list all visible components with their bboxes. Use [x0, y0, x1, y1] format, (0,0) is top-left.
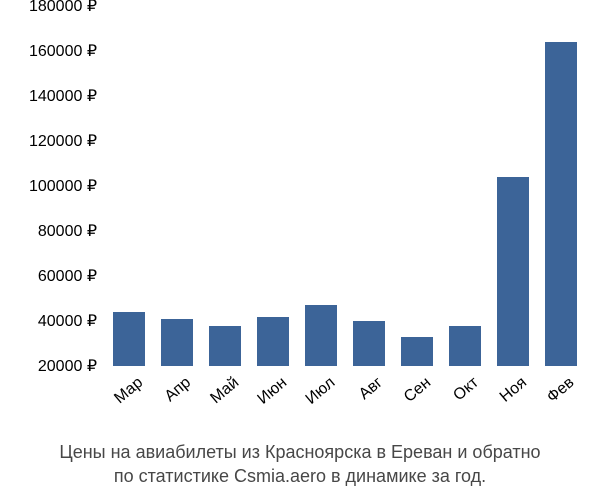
bar [305, 305, 338, 366]
y-tick-label: 80000 ₽ [38, 221, 97, 241]
chart-caption: Цены на авиабилеты из Красноярска в Ерев… [0, 440, 600, 489]
bar [401, 337, 434, 366]
bar [449, 326, 482, 367]
x-tick-label: Мар [111, 374, 147, 408]
x-axis: Мар Апр Май Июн Июл Авг Сен Окт Ноя Фев [105, 374, 585, 444]
x-tick-label: Авг [356, 374, 387, 404]
x-tick-label: Окт [450, 374, 482, 405]
y-axis: 20000 ₽40000 ₽60000 ₽80000 ₽100000 ₽1200… [0, 6, 97, 366]
y-tick-label: 20000 ₽ [38, 356, 97, 376]
caption-line-1: Цены на авиабилеты из Красноярска в Ерев… [0, 440, 600, 464]
bar [113, 312, 146, 366]
y-tick-label: 60000 ₽ [38, 266, 97, 286]
x-tick-label: Ноя [497, 374, 531, 407]
bar [209, 326, 242, 367]
y-tick-label: 40000 ₽ [38, 311, 97, 331]
y-tick-label: 180000 ₽ [29, 0, 97, 16]
y-tick-label: 160000 ₽ [29, 41, 97, 61]
bar [545, 42, 578, 366]
bar [257, 317, 290, 367]
caption-line-2: по статистике Csmia.aero в динамике за г… [0, 464, 600, 488]
plot-area [105, 6, 585, 366]
x-tick-label: Июл [302, 374, 338, 409]
price-chart: 20000 ₽ 40000 ₽ 60000 ₽ 80000 ₽ 100000 ₽ 1200… [0, 0, 600, 500]
y-tick-label: 100000 ₽ [29, 176, 97, 196]
bars-group [105, 6, 585, 366]
x-tick-label: Май [207, 374, 243, 408]
bar [353, 321, 386, 366]
x-tick-label: Фев [544, 374, 578, 407]
y-tick-label: 140000 ₽ [29, 86, 97, 106]
y-tick-label: 120000 ₽ [29, 131, 97, 151]
x-tick-label: Сен [401, 374, 435, 407]
bar [497, 177, 530, 366]
x-tick-label: Апр [161, 374, 194, 406]
x-tick-label: Июн [254, 374, 290, 409]
bar [161, 319, 194, 366]
